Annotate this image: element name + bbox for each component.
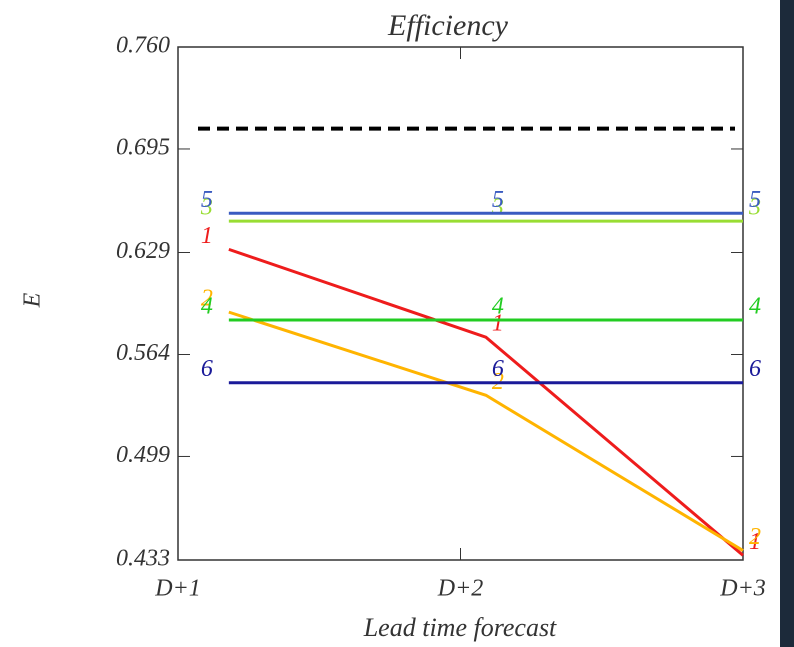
series-label: 4 xyxy=(492,293,504,319)
y-tick-label: 0.629 xyxy=(116,238,170,264)
y-axis-label: E xyxy=(20,292,46,308)
series-label: 2 xyxy=(749,524,761,550)
series-line xyxy=(228,310,744,552)
y-tick-label: 0.760 xyxy=(116,33,170,59)
y-tick-label: 0.433 xyxy=(116,546,170,572)
series-label: 4 xyxy=(201,293,213,319)
series-label: 1 xyxy=(201,223,213,249)
series-label: 5 xyxy=(201,187,213,213)
series-line xyxy=(228,247,744,557)
series-label: 2 xyxy=(201,286,213,312)
series-label: 1 xyxy=(749,529,761,555)
background-strip xyxy=(780,0,794,647)
series-label: 6 xyxy=(201,356,213,382)
y-tick-label: 0.499 xyxy=(116,442,170,468)
series-label: 6 xyxy=(749,356,761,382)
x-tick-label: D+1 xyxy=(154,576,201,602)
series-label: 3 xyxy=(748,195,761,221)
series-label: 5 xyxy=(492,187,504,213)
series-label: 5 xyxy=(749,187,761,213)
x-axis-label: Lead time forecast xyxy=(363,613,557,642)
chart-title: Efficiency xyxy=(387,9,509,42)
y-tick-label: 0.695 xyxy=(116,134,170,160)
series-label: 6 xyxy=(492,356,504,382)
x-tick-label: D+2 xyxy=(437,576,484,602)
series-label: 1 xyxy=(492,311,504,337)
y-tick-label: 0.564 xyxy=(116,340,170,366)
series-label: 3 xyxy=(200,195,213,221)
x-tick-label: D+3 xyxy=(719,576,766,602)
series-label: 4 xyxy=(749,293,761,319)
